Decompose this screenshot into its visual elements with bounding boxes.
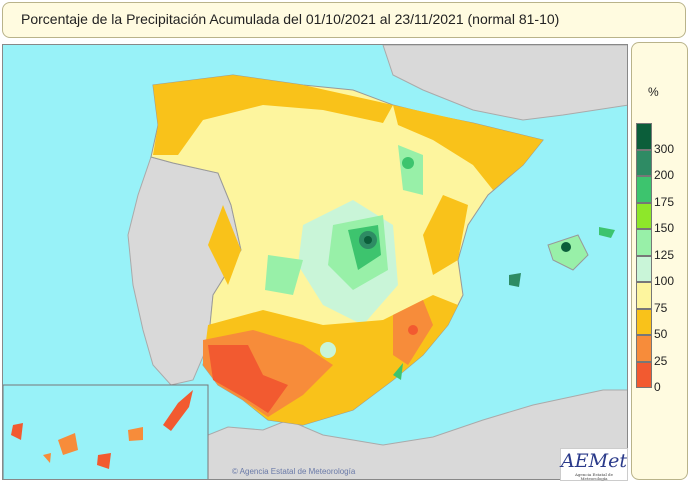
legend-label: 175 <box>654 194 675 209</box>
precipitation-map <box>2 44 628 480</box>
france-land <box>382 45 627 121</box>
legend-swatch <box>636 361 652 388</box>
legend-swatch <box>636 255 652 282</box>
legend-swatch <box>636 282 652 309</box>
aemet-logo: AEMet Agencia Estatal de Meteorología <box>560 448 628 481</box>
legend: % 300 200 175 150 125 100 75 50 25 0 <box>631 42 688 480</box>
legend-label: 300 <box>654 141 675 156</box>
legend-label: 100 <box>654 274 675 288</box>
legend-swatch <box>636 229 652 256</box>
legend-label: 25 <box>654 353 668 368</box>
legend-swatch <box>636 123 652 150</box>
menorca <box>599 227 615 238</box>
legend-label: 200 <box>654 168 675 182</box>
africa-land <box>183 389 627 479</box>
legend-swatch <box>636 308 652 335</box>
map-title: Porcentaje de la Precipitación Acumulada… <box>2 2 686 38</box>
legend-swatch <box>636 335 652 362</box>
legend-label: 50 <box>654 327 668 341</box>
map-graphic <box>3 45 627 479</box>
legend-swatch <box>636 176 652 203</box>
credit-text: © Agencia Estatal de Meteorología <box>232 467 356 476</box>
ibiza <box>509 273 521 287</box>
legend-swatch <box>636 202 652 229</box>
mallorca <box>547 234 589 271</box>
legend-label: 75 <box>654 300 668 315</box>
logo-text: AEMet <box>561 450 627 472</box>
logo-subtext: Agencia Estatal de Meteorología <box>574 472 613 481</box>
legend-label: 150 <box>654 221 675 235</box>
legend-swatch <box>636 149 652 176</box>
legend-unit: % <box>648 85 659 99</box>
legend-label: 0 <box>654 380 661 394</box>
legend-label: 125 <box>654 247 675 262</box>
